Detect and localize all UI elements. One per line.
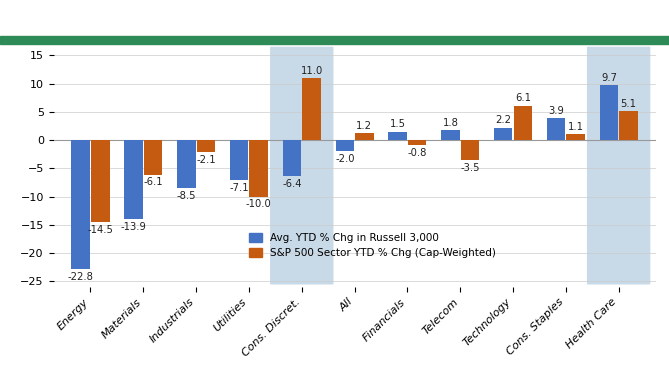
Text: 5.1: 5.1 — [620, 99, 636, 109]
Bar — [230, 140, 248, 180]
Text: Year-To-Date % Change: Avg. Stock by Sector in Russell 3,000 vs. S&P 500 Cap-Wei: Year-To-Date % Change: Avg. Stock by Sec… — [13, 11, 656, 24]
Text: -10.0: -10.0 — [246, 199, 272, 209]
Bar — [302, 78, 320, 140]
Text: -0.8: -0.8 — [407, 148, 427, 158]
Bar — [441, 130, 460, 140]
Bar — [547, 118, 565, 140]
Text: -8.5: -8.5 — [177, 191, 196, 201]
Text: 1.5: 1.5 — [389, 120, 405, 130]
Bar — [197, 140, 215, 152]
Text: 1.2: 1.2 — [357, 121, 373, 131]
Text: 6.1: 6.1 — [514, 93, 531, 103]
Text: 1.8: 1.8 — [442, 118, 458, 128]
Bar — [514, 106, 532, 140]
Text: -2.1: -2.1 — [196, 155, 215, 165]
Bar — [0, 36, 669, 44]
Bar — [336, 140, 354, 152]
Text: -13.9: -13.9 — [120, 222, 147, 231]
Text: -6.1: -6.1 — [143, 177, 163, 187]
Text: -14.5: -14.5 — [88, 225, 113, 235]
Bar — [72, 140, 90, 269]
Bar — [91, 140, 110, 222]
Bar — [567, 134, 585, 140]
Bar — [461, 140, 479, 160]
Bar — [494, 128, 512, 140]
FancyBboxPatch shape — [587, 47, 650, 284]
Bar — [250, 140, 268, 197]
Bar — [389, 132, 407, 140]
Bar — [619, 112, 638, 140]
Bar — [124, 140, 142, 219]
Legend: Avg. YTD % Chg in Russell 3,000, S&P 500 Sector YTD % Chg (Cap-Weighted): Avg. YTD % Chg in Russell 3,000, S&P 500… — [245, 229, 500, 262]
Text: 3.9: 3.9 — [548, 106, 564, 116]
Bar — [283, 140, 301, 176]
Bar — [177, 140, 195, 188]
Text: 11.0: 11.0 — [300, 66, 322, 76]
Text: -6.4: -6.4 — [282, 179, 302, 189]
Bar — [355, 134, 373, 140]
Text: -22.8: -22.8 — [68, 272, 94, 282]
Text: 2.2: 2.2 — [495, 116, 511, 125]
Bar — [599, 85, 618, 140]
Bar — [144, 140, 163, 175]
Text: -2.0: -2.0 — [335, 154, 355, 164]
Text: 1.1: 1.1 — [567, 122, 583, 132]
Bar — [408, 140, 426, 145]
Text: -7.1: -7.1 — [229, 183, 249, 193]
Text: -3.5: -3.5 — [460, 163, 480, 173]
FancyBboxPatch shape — [270, 47, 333, 284]
Text: 9.7: 9.7 — [601, 73, 617, 83]
